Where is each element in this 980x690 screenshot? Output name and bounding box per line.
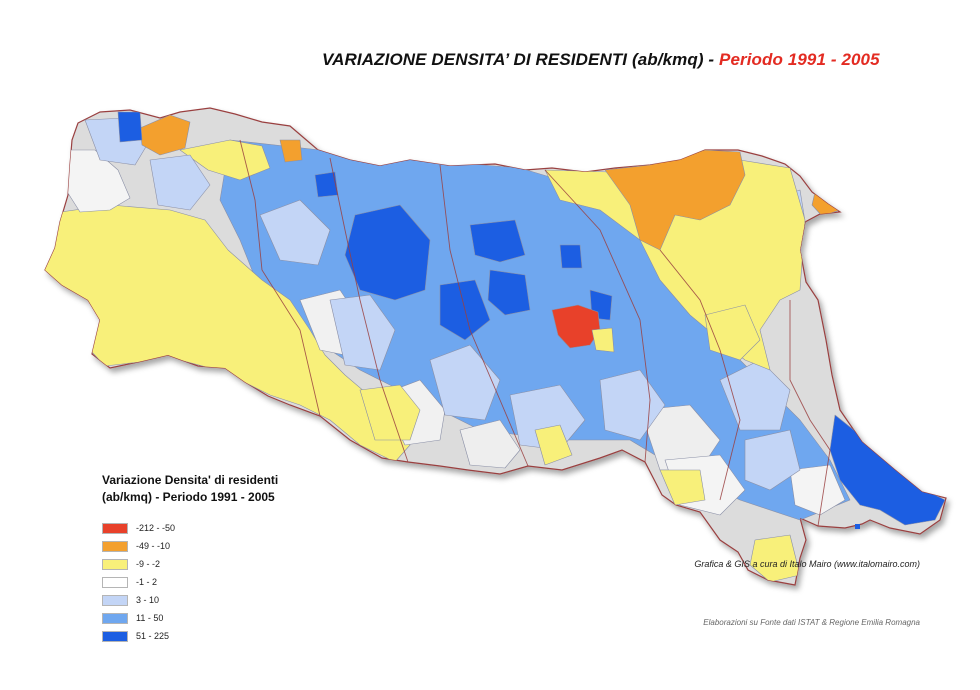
province-border-2	[329, 157, 409, 463]
zone-lightblue-piacenza	[149, 154, 211, 211]
zone-white-rimini	[789, 464, 846, 516]
source-text: Elaborazioni su Fonte dati ISTAT & Regio…	[703, 618, 920, 627]
legend-swatch	[102, 576, 128, 588]
zone-white-south-1	[459, 419, 521, 469]
legend-label: 3 - 10	[136, 595, 160, 605]
province-border-3	[439, 164, 529, 467]
legend-swatch	[102, 630, 128, 642]
legend-label: -49 - -10	[136, 541, 171, 551]
zone-darkblue-carpi	[487, 269, 531, 316]
province-border-4	[544, 169, 651, 463]
zone-darkblue-modena	[469, 219, 526, 263]
legend: Variazione Densita' di residenti (ab/kmq…	[102, 472, 302, 645]
map-title-period: Periodo 1991 - 2005	[719, 50, 880, 69]
zone-yellow-bologna-ring	[591, 327, 615, 353]
credit-text: Grafica & GIS a cura di Italo Mairo (www…	[694, 559, 920, 569]
map-title: VARIAZIONE DENSITA’ DI RESIDENTI (ab/kmq…	[322, 50, 880, 70]
legend-item: 51 - 225	[102, 627, 302, 645]
zone-darkblue-fidenza	[314, 171, 339, 198]
legend-swatch	[102, 540, 128, 552]
zone-darkblue-bologna-e	[559, 244, 583, 269]
legend-swatch	[102, 594, 128, 606]
legend-label: -212 - -50	[136, 523, 176, 533]
legend-label: -1 - 2	[136, 577, 158, 587]
zone-white-south-2	[639, 404, 721, 471]
legend-swatch	[102, 558, 128, 570]
legend-item: -212 - -50	[102, 519, 302, 537]
legend-item: -1 - 2	[102, 573, 302, 591]
zone-lightblue-modena-s	[429, 344, 501, 421]
province-border-1	[239, 139, 321, 417]
zone-orange-po	[279, 139, 303, 163]
zone-yellow-romagna-sw	[659, 469, 706, 506]
legend-label: 11 - 50	[136, 613, 164, 623]
legend-item: -9 - -2	[102, 555, 302, 573]
legend-title-line1: Variazione Densita' di residenti	[102, 473, 279, 487]
legend-title-line2: (ab/kmq) - Periodo 1991 - 2005	[102, 490, 275, 504]
legend-swatch	[102, 522, 128, 534]
province-border-5	[659, 249, 741, 501]
legend-label: 51 - 225	[136, 631, 170, 641]
province-border-6	[789, 300, 831, 527]
legend-items: -212 - -50 -49 - -10 -9 - -2 -1 - 2 3 - 10 11…	[102, 519, 302, 645]
islet-marker	[855, 524, 860, 529]
legend-item: 11 - 50	[102, 609, 302, 627]
legend-item: 3 - 10	[102, 591, 302, 609]
legend-swatch	[102, 612, 128, 624]
map-title-main: VARIAZIONE DENSITA’ DI RESIDENTI (ab/kmq…	[322, 50, 715, 69]
legend-item: -49 - -10	[102, 537, 302, 555]
zone-lightblue-parma	[259, 199, 331, 266]
zone-yellow-rimini-s	[749, 534, 801, 583]
zone-lightblue-bologna-s	[509, 384, 586, 451]
legend-label: -9 - -2	[136, 559, 161, 569]
legend-title: Variazione Densita' di residenti (ab/kmq…	[102, 472, 302, 506]
zone-orange-nw	[139, 114, 191, 156]
zone-yellow-bologna-apennine	[359, 384, 421, 441]
zone-darkblue-nw-small	[117, 111, 143, 143]
zone-darkblue-parma	[344, 204, 431, 301]
zone-yellow-imola	[534, 424, 573, 466]
zone-lightblue-forli	[744, 429, 801, 491]
zone-lightblue-reggio	[329, 294, 396, 371]
